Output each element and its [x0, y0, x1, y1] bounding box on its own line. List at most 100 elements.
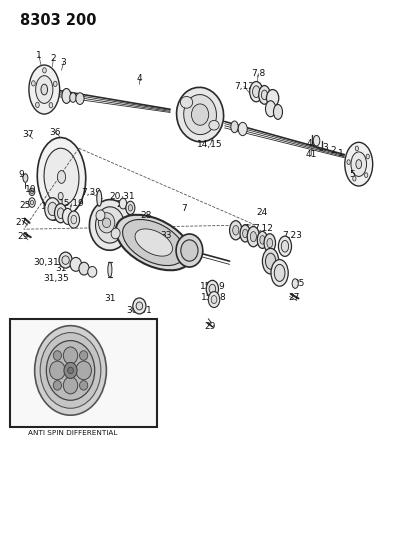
Ellipse shape	[312, 135, 319, 146]
Ellipse shape	[68, 211, 79, 228]
Ellipse shape	[180, 96, 192, 108]
Ellipse shape	[291, 279, 297, 288]
Ellipse shape	[36, 102, 39, 108]
Ellipse shape	[258, 86, 270, 104]
Ellipse shape	[266, 238, 272, 248]
Text: 27: 27	[288, 293, 299, 302]
Text: 25: 25	[20, 201, 31, 209]
Ellipse shape	[252, 86, 259, 98]
Ellipse shape	[49, 361, 65, 379]
Ellipse shape	[97, 190, 101, 206]
Ellipse shape	[62, 256, 69, 264]
Ellipse shape	[230, 121, 238, 133]
Ellipse shape	[64, 362, 77, 378]
Text: 26: 26	[276, 268, 287, 276]
Text: 5: 5	[348, 171, 354, 179]
Ellipse shape	[208, 292, 219, 308]
Ellipse shape	[229, 221, 241, 240]
Ellipse shape	[89, 199, 130, 251]
Ellipse shape	[355, 160, 361, 169]
Text: 28: 28	[139, 212, 151, 220]
Text: 29: 29	[204, 322, 215, 330]
Text: 41: 41	[304, 150, 316, 159]
Text: 29: 29	[17, 232, 28, 241]
Ellipse shape	[62, 208, 73, 224]
Text: 15,19: 15,19	[199, 282, 225, 291]
Ellipse shape	[49, 102, 53, 108]
Text: 1: 1	[337, 149, 343, 158]
Ellipse shape	[111, 228, 120, 239]
Ellipse shape	[232, 225, 238, 235]
Text: 31,35: 31,35	[44, 274, 69, 282]
Ellipse shape	[37, 138, 85, 216]
Ellipse shape	[57, 171, 65, 183]
Ellipse shape	[265, 253, 275, 269]
Text: 17: 17	[41, 203, 53, 211]
Text: 36: 36	[49, 128, 61, 136]
Ellipse shape	[135, 229, 172, 256]
Ellipse shape	[70, 257, 81, 271]
Text: 14,15: 14,15	[197, 141, 222, 149]
Ellipse shape	[57, 208, 64, 219]
Text: 27: 27	[16, 219, 27, 227]
Ellipse shape	[352, 176, 355, 181]
Text: 10: 10	[25, 185, 36, 193]
Ellipse shape	[48, 203, 57, 216]
Text: 1: 1	[36, 52, 42, 60]
Ellipse shape	[281, 240, 288, 252]
Ellipse shape	[364, 173, 367, 177]
Text: 7: 7	[181, 205, 187, 213]
Ellipse shape	[346, 160, 349, 165]
Ellipse shape	[29, 198, 35, 207]
Ellipse shape	[96, 210, 105, 221]
Text: ANTI SPIN DIFFERENTIAL: ANTI SPIN DIFFERENTIAL	[28, 430, 117, 436]
Ellipse shape	[63, 347, 77, 364]
Ellipse shape	[257, 231, 267, 248]
Ellipse shape	[191, 104, 208, 125]
Ellipse shape	[31, 190, 34, 193]
Ellipse shape	[128, 205, 132, 211]
Ellipse shape	[240, 225, 249, 242]
Ellipse shape	[126, 201, 135, 215]
Ellipse shape	[249, 82, 262, 102]
Ellipse shape	[76, 361, 91, 379]
Ellipse shape	[119, 198, 126, 209]
Ellipse shape	[43, 68, 46, 73]
Ellipse shape	[116, 215, 191, 270]
Ellipse shape	[183, 94, 216, 135]
Text: 7,8: 7,8	[251, 69, 265, 78]
Ellipse shape	[249, 231, 256, 241]
Ellipse shape	[58, 192, 63, 200]
Ellipse shape	[108, 262, 112, 277]
Ellipse shape	[59, 252, 72, 268]
Text: 3: 3	[321, 143, 327, 151]
Text: 9: 9	[18, 171, 24, 179]
Text: 15,18: 15,18	[51, 214, 76, 223]
Ellipse shape	[259, 236, 264, 244]
Text: 7,12: 7,12	[253, 224, 272, 232]
Ellipse shape	[95, 207, 124, 243]
Ellipse shape	[176, 234, 202, 267]
Ellipse shape	[71, 215, 76, 224]
Text: 7,12: 7,12	[234, 82, 253, 91]
Text: 33: 33	[160, 231, 171, 240]
Ellipse shape	[206, 280, 218, 297]
Text: 31: 31	[104, 294, 115, 303]
Ellipse shape	[176, 87, 223, 142]
Ellipse shape	[67, 367, 73, 374]
Text: 40: 40	[306, 140, 317, 148]
Ellipse shape	[274, 264, 284, 281]
Text: 22: 22	[116, 200, 128, 209]
Ellipse shape	[266, 90, 278, 107]
Text: 30,31: 30,31	[33, 258, 58, 266]
Ellipse shape	[209, 285, 215, 293]
Ellipse shape	[265, 101, 275, 117]
Ellipse shape	[40, 333, 101, 408]
Text: 2: 2	[50, 54, 56, 63]
Text: 17: 17	[263, 258, 275, 266]
Ellipse shape	[136, 302, 142, 310]
Ellipse shape	[44, 148, 79, 206]
Text: 7,39: 7,39	[81, 189, 101, 197]
Ellipse shape	[46, 341, 94, 400]
Ellipse shape	[273, 104, 282, 119]
